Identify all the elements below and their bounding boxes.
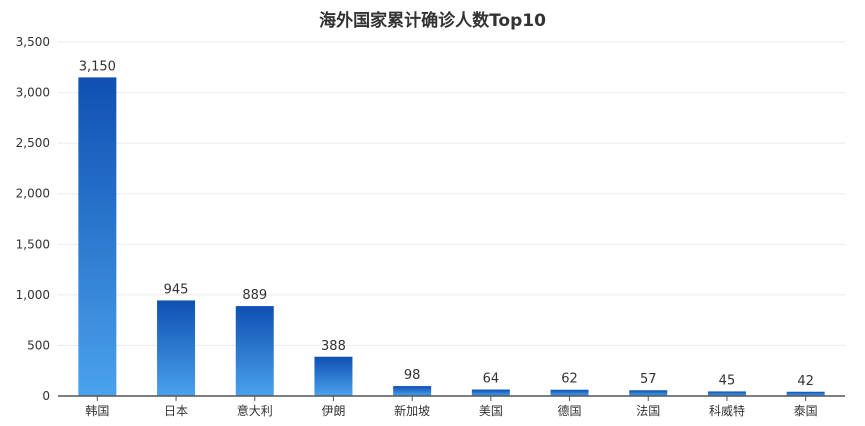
bar-value-label: 945	[164, 282, 189, 297]
x-tick-label: 韩国	[85, 403, 109, 418]
bar	[78, 77, 117, 397]
bar-value-label: 57	[640, 372, 657, 387]
bar-value-label: 42	[797, 374, 814, 389]
bar	[235, 306, 274, 396]
x-tick-label: 美国	[479, 404, 503, 418]
gridlines	[58, 41, 845, 346]
bar	[550, 389, 589, 396]
bar-value-label: 889	[242, 288, 267, 303]
x-tick-label: 伊朗	[321, 404, 345, 418]
bar-value-label: 98	[404, 368, 421, 383]
x-tick-label: 德国	[558, 403, 582, 418]
x-axis: 韩国 日本 意大利 伊朗 新加坡 美国 德国 法国 科威特 泰国	[58, 395, 845, 418]
bar-value-label: 62	[561, 372, 578, 387]
y-tick-label: 3,500	[16, 35, 50, 49]
bar	[707, 391, 746, 396]
bar-value-label: 3,150	[79, 59, 116, 74]
y-tick-label: 3,000	[16, 86, 50, 100]
bar	[786, 391, 825, 396]
y-tick-label: 2,500	[16, 136, 50, 150]
y-tick-label: 500	[27, 338, 50, 352]
y-axis: 0 500 1,000 1,500 2,000 2,500 3,000 3,500	[16, 35, 50, 403]
y-tick-label: 1,500	[16, 237, 50, 251]
x-tick-label: 科威特	[709, 403, 745, 418]
bar-value-label: 388	[321, 339, 346, 354]
x-tick-label: 日本	[164, 404, 188, 418]
bar	[393, 386, 432, 396]
bar	[471, 389, 510, 396]
bar-value-label: 64	[483, 372, 500, 387]
x-tick-label: 法国	[636, 404, 660, 418]
y-tick-label: 2,000	[16, 187, 50, 201]
bar-value-label: 45	[719, 373, 736, 388]
x-tick-label: 泰国	[794, 404, 818, 418]
bars	[78, 77, 825, 397]
x-tick-label: 新加坡	[394, 403, 430, 418]
x-tick-label: 意大利	[237, 403, 273, 418]
y-tick-label: 1,000	[16, 288, 50, 302]
bar	[157, 300, 196, 396]
bar	[314, 356, 353, 396]
data-labels: 3,150 945 889 388 98 64 62 57 45 42	[79, 59, 814, 388]
bar	[629, 390, 668, 396]
y-tick-label: 0	[42, 389, 50, 403]
chart-title: 海外国家累计确诊人数Top10	[319, 11, 546, 31]
